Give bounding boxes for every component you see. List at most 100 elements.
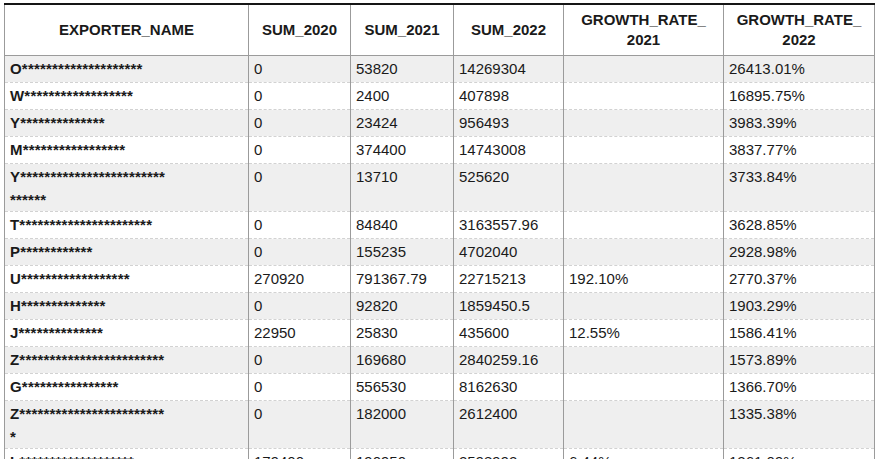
cell-sum2020[interactable]: 0 [249, 212, 351, 239]
cell-gr2021[interactable] [564, 347, 724, 374]
cell-sum2022[interactable]: 435600 [454, 320, 564, 347]
cell-gr2021[interactable]: 6.44% [564, 449, 724, 459]
cell-gr2021[interactable] [564, 137, 724, 164]
cell-sum2020[interactable]: 0 [249, 83, 351, 110]
cell-sum2020[interactable]: 179400 [249, 449, 351, 459]
cell-gr2021[interactable] [564, 374, 724, 401]
header-sum-2021[interactable]: SUM_2021 [351, 4, 454, 56]
cell-gr2021[interactable] [564, 110, 724, 137]
table-row: M*****************037440014743008 3837.77… [5, 137, 875, 164]
header-sum-2022[interactable]: SUM_2022 [454, 4, 564, 56]
spreadsheet-table-view: EXPORTER_NAME SUM_2020 SUM_2021 SUM_2022… [0, 0, 878, 459]
cell-sum2021[interactable]: 92820 [351, 293, 454, 320]
table-row: Y**************023424956493 3983.39% [5, 110, 875, 137]
cell-sum2021[interactable]: 169680 [351, 347, 454, 374]
cell-sum2021[interactable]: 23424 [351, 110, 454, 137]
cell-exporter[interactable]: M***************** [5, 137, 249, 164]
cell-sum2020[interactable]: 0 [249, 164, 351, 212]
cell-gr2021[interactable] [564, 293, 724, 320]
cell-sum2022[interactable]: 4702040 [454, 239, 564, 266]
cell-gr2021[interactable] [564, 83, 724, 110]
cell-exporter[interactable]: L******************* [5, 449, 249, 459]
cell-gr2021[interactable] [564, 164, 724, 212]
cell-sum2022[interactable]: 525620 [454, 164, 564, 212]
cell-gr2021[interactable] [564, 212, 724, 239]
cell-gr2021[interactable]: 12.55% [564, 320, 724, 347]
cell-sum2021[interactable]: 155235 [351, 239, 454, 266]
header-growth-rate-2021-line1: GROWTH_RATE_ [581, 11, 706, 28]
cell-gr2022[interactable]: 1261.09% [724, 449, 875, 459]
exporters-growth-table: EXPORTER_NAME SUM_2020 SUM_2021 SUM_2022… [4, 3, 875, 459]
cell-sum2022[interactable]: 407898 [454, 83, 564, 110]
cell-exporter[interactable]: G**************** [5, 374, 249, 401]
cell-sum2021[interactable]: 53820 [351, 56, 454, 83]
cell-gr2022[interactable]: 2928.98% [724, 239, 875, 266]
cell-sum2021[interactable]: 25830 [351, 320, 454, 347]
cell-sum2022[interactable]: 1859450.5 [454, 293, 564, 320]
cell-gr2022[interactable]: 1335.38% [724, 401, 875, 449]
cell-exporter[interactable]: P************ [5, 239, 249, 266]
cell-sum2020[interactable]: 0 [249, 347, 351, 374]
cell-sum2022[interactable]: 956493 [454, 110, 564, 137]
cell-gr2022[interactable]: 26413.01% [724, 56, 875, 83]
cell-gr2022[interactable]: 3733.84% [724, 164, 875, 212]
cell-exporter[interactable]: Y************************ ****** [5, 164, 249, 212]
cell-gr2022[interactable]: 3837.77% [724, 137, 875, 164]
cell-gr2022[interactable]: 1903.29% [724, 293, 875, 320]
cell-gr2022[interactable]: 3983.39% [724, 110, 875, 137]
header-growth-rate-2022[interactable]: GROWTH_RATE_2022 [724, 4, 875, 56]
cell-sum2020[interactable]: 270920 [249, 266, 351, 293]
cell-sum2020[interactable]: 0 [249, 110, 351, 137]
header-sum-2020[interactable]: SUM_2020 [249, 4, 351, 56]
cell-exporter[interactable]: Z************************ * [5, 401, 249, 449]
cell-sum2020[interactable]: 0 [249, 137, 351, 164]
header-growth-rate-2021[interactable]: GROWTH_RATE_2021 [564, 4, 724, 56]
header-row: EXPORTER_NAME SUM_2020 SUM_2021 SUM_2022… [5, 4, 875, 56]
cell-exporter[interactable]: W****************** [5, 83, 249, 110]
cell-sum2021[interactable]: 2400 [351, 83, 454, 110]
cell-sum2021[interactable]: 791367.79 [351, 266, 454, 293]
header-exporter-name[interactable]: EXPORTER_NAME [5, 4, 249, 56]
table-header: EXPORTER_NAME SUM_2020 SUM_2021 SUM_2022… [5, 4, 875, 56]
cell-exporter[interactable]: H************** [5, 293, 249, 320]
cell-gr2021[interactable] [564, 56, 724, 83]
cell-sum2021[interactable]: 556530 [351, 374, 454, 401]
cell-sum2022[interactable]: 22715213 [454, 266, 564, 293]
cell-sum2020[interactable]: 22950 [249, 320, 351, 347]
cell-gr2021[interactable]: 192.10% [564, 266, 724, 293]
cell-sum2022[interactable]: 2840259.16 [454, 347, 564, 374]
cell-gr2022[interactable]: 2770.37% [724, 266, 875, 293]
cell-sum2022[interactable]: 2612400 [454, 401, 564, 449]
cell-gr2022[interactable]: 1573.89% [724, 347, 875, 374]
cell-sum2021[interactable]: 13710 [351, 164, 454, 212]
cell-exporter[interactable]: U****************** [5, 266, 249, 293]
cell-sum2022[interactable]: 14743008 [454, 137, 564, 164]
cell-sum2022[interactable]: 14269304 [454, 56, 564, 83]
table-row: W******************02400407898 16895.75% [5, 83, 875, 110]
cell-sum2022[interactable]: 8162630 [454, 374, 564, 401]
cell-gr2021[interactable] [564, 239, 724, 266]
cell-gr2022[interactable]: 16895.75% [724, 83, 875, 110]
cell-gr2022[interactable]: 1366.70% [724, 374, 875, 401]
cell-exporter[interactable]: Y************** [5, 110, 249, 137]
cell-exporter[interactable]: Z************************ [5, 347, 249, 374]
cell-sum2021[interactable]: 84840 [351, 212, 454, 239]
cell-sum2020[interactable]: 0 [249, 239, 351, 266]
cell-sum2022[interactable]: 3163557.96 [454, 212, 564, 239]
header-growth-rate-2022-line1: GROWTH_RATE_ [737, 11, 862, 28]
cell-sum2021[interactable]: 190950 [351, 449, 454, 459]
cell-exporter[interactable]: J************** [5, 320, 249, 347]
cell-gr2022[interactable]: 1586.41% [724, 320, 875, 347]
cell-sum2021[interactable]: 374400 [351, 137, 454, 164]
cell-gr2021[interactable] [564, 401, 724, 449]
cell-exporter[interactable]: O******************** [5, 56, 249, 83]
cell-sum2020[interactable]: 0 [249, 293, 351, 320]
cell-exporter[interactable]: T********************** [5, 212, 249, 239]
cell-sum2022[interactable]: 2598992 [454, 449, 564, 459]
cell-sum2020[interactable]: 0 [249, 56, 351, 83]
cell-sum2020[interactable]: 0 [249, 374, 351, 401]
cell-sum2020[interactable]: 0 [249, 401, 351, 449]
cell-sum2021[interactable]: 182000 [351, 401, 454, 449]
table-row: U******************270920791367.79227152… [5, 266, 875, 293]
cell-gr2022[interactable]: 3628.85% [724, 212, 875, 239]
